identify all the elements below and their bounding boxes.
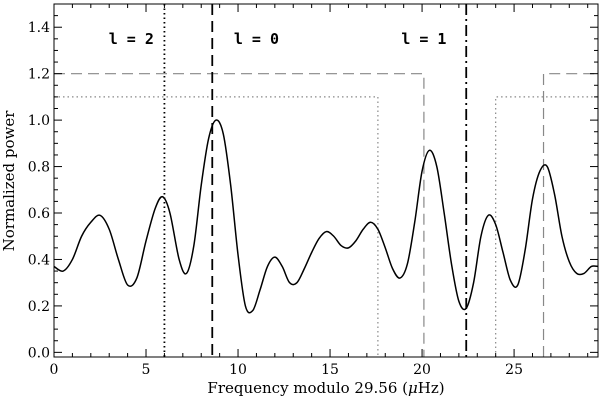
mode-label-2: l = 0 [234, 30, 279, 48]
y-tick-label: 0.4 [28, 252, 50, 268]
y-tick-label: 1.2 [28, 67, 50, 83]
mode-label-3: l = 1 [401, 30, 446, 48]
series-line-1 [53, 119, 599, 314]
y-tick-label: 1.4 [28, 20, 50, 36]
x-axis-title: Frequency modulo 29.56 (μHz) [207, 379, 444, 397]
y-tick-label: 0.6 [28, 206, 50, 222]
y-tick-label: 0.8 [28, 160, 50, 176]
axis-ticks: 0 5 10 15 20 25 0.0 0.2 0.4 0.6 0.8 1.0 1.2 1.4 [28, 4, 598, 378]
plot-frame [53, 3, 599, 358]
mode-lines [163, 4, 468, 357]
mode-label-1: l = 2 [109, 30, 154, 48]
y-tick-label: 0.0 [28, 345, 50, 361]
mode-annotations: l = 2 l = 0 l = 1 [109, 30, 447, 48]
window-dashed-segment-1 [54, 73, 425, 357]
window-dotted-segment-1 [54, 96, 379, 357]
y-axis-title: Normalized power [0, 110, 18, 252]
y-tick-label: 1.0 [28, 113, 50, 129]
y-tick-label: 0.2 [28, 299, 50, 315]
x-tick-label: 20 [413, 362, 431, 378]
window-boxes [54, 73, 598, 357]
window-dashed-segment-2 [542, 73, 598, 357]
x-tick-label: 0 [50, 362, 59, 378]
x-tick-label: 5 [142, 362, 151, 378]
x-tick-label: 10 [229, 362, 247, 378]
x-tick-label: 15 [321, 362, 339, 378]
series-layer [53, 119, 599, 314]
window-dotted-segment-2 [495, 96, 598, 357]
x-tick-label: 25 [505, 362, 523, 378]
